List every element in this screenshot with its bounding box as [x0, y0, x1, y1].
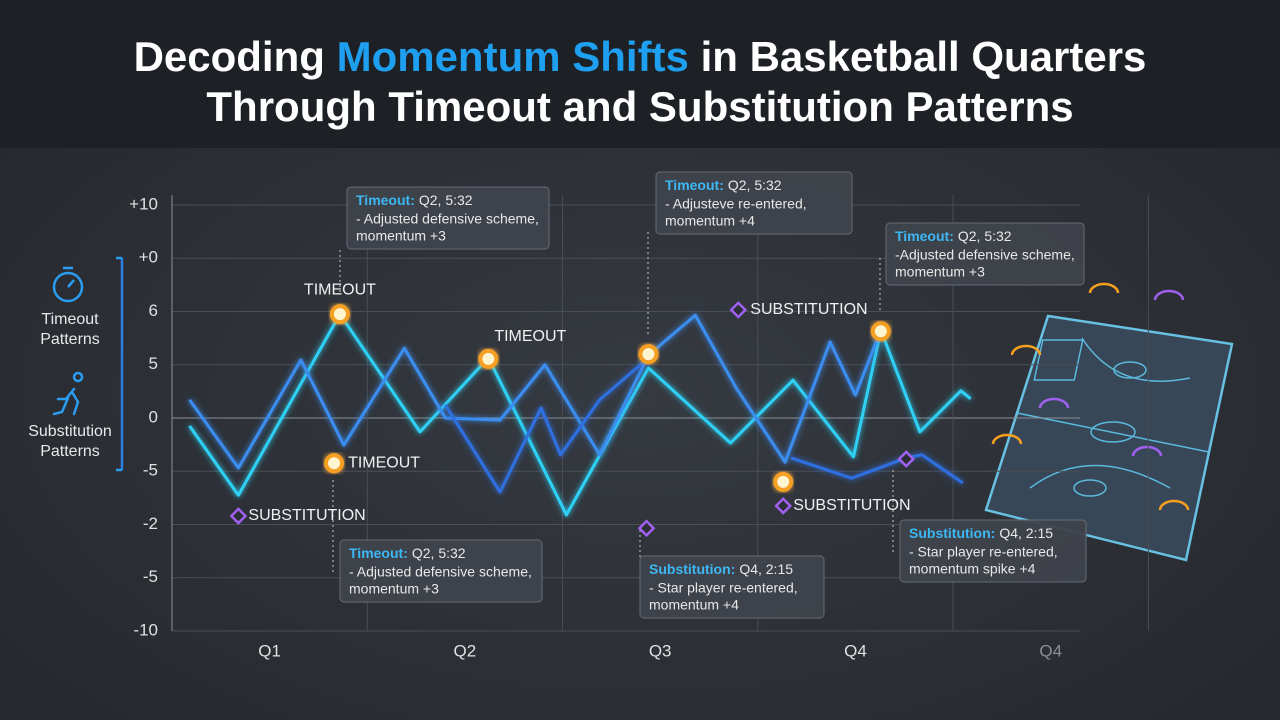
x-tick-label: Q2: [454, 641, 477, 660]
callout-time: Q4, 2:15: [739, 561, 793, 577]
callout-text: - Star player re-entered,: [649, 580, 798, 596]
callout-text: -Adjusted defensive scheme,: [895, 247, 1075, 263]
callout-text: - Adjustеve re-entered,: [665, 196, 807, 212]
event-label: SUBSTITUTION: [248, 507, 365, 524]
callout-text: - Adjusted defensive scheme,: [349, 564, 532, 580]
callout-text: momentum +3: [356, 228, 446, 244]
y-axis-label: 0: [149, 407, 158, 426]
substitution-marker: [774, 497, 793, 515]
substitution-marker: [637, 519, 656, 538]
y-axis-label: 5: [149, 354, 158, 373]
callout-head: Timeout:: [349, 545, 408, 561]
y-axis-label: -10: [133, 620, 158, 639]
timeout-marker: [324, 453, 345, 474]
callout-head-line: Substitution: Q4, 2:15: [649, 561, 793, 577]
callout-text: momentum +4: [665, 213, 755, 229]
title-part: in Basketball Quarters: [689, 33, 1147, 80]
sidebar-label: Patterns: [40, 331, 100, 348]
callout-text: momentum spike +4: [909, 561, 1036, 577]
y-axis-label: 6: [149, 301, 158, 320]
event-label: TIMEOUT: [494, 328, 566, 345]
substitution-marker: [229, 507, 248, 525]
callout-head-line: Timeout: Q2, 5:32: [895, 228, 1012, 244]
callout-text: momentum +4: [649, 597, 739, 613]
y-axis-label: -2: [143, 514, 158, 533]
callout-time: Q2, 5:32: [412, 545, 466, 561]
event-label: TIMEOUT: [304, 281, 376, 298]
callout-box: [655, 171, 853, 235]
callout-text: momentum +3: [895, 264, 985, 280]
x-tick-label: Q4: [1039, 641, 1062, 660]
substitution-marker: [897, 450, 916, 468]
timeout-marker: [478, 348, 499, 369]
momentum-line: [188, 312, 972, 517]
callout-head-line: Timeout: Q2, 5:32: [356, 192, 473, 208]
sidebar-label: Patterns: [40, 443, 100, 460]
decor-arcs: [991, 282, 1190, 511]
event-label: TIMEOUT: [348, 454, 420, 471]
title-line-1: Decoding Momentum Shifts in Basketball Q…: [134, 33, 1147, 80]
callout-box: [885, 222, 1085, 286]
title-line-2: Through Timeout and Substitution Pattern…: [206, 83, 1073, 130]
timeout-marker: [870, 321, 891, 342]
title-band: [0, 0, 1280, 148]
sidebar-label: Substitution: [28, 423, 112, 440]
callout-head: Substitution:: [909, 525, 995, 541]
x-tick-label: Q3: [649, 641, 672, 660]
callout-box: [899, 519, 1087, 583]
y-axis-label: -5: [143, 567, 158, 586]
substitution-marker: [729, 301, 748, 319]
callout-head: Timeout:: [895, 228, 954, 244]
title-part: Decoding: [134, 33, 337, 80]
callout-head-line: Timeout: Q2, 5:32: [665, 177, 782, 193]
callout-text: - Adjusted defensive scheme,: [356, 211, 539, 227]
timeout-marker: [773, 471, 794, 492]
callout-time: Q2, 5:32: [728, 177, 782, 193]
callout-text: - Star player re-entered,: [909, 544, 1058, 560]
callout-head: Timeout:: [356, 192, 415, 208]
x-tick-label: Q4: [844, 641, 867, 660]
callout-text: momentum +3: [349, 581, 439, 597]
timeout-marker: [638, 344, 659, 365]
timeout-marker: [329, 304, 350, 325]
callout-head: Timeout:: [665, 177, 724, 193]
event-label: SUBSTITUTION: [793, 497, 910, 514]
y-axis-label: -5: [143, 461, 158, 480]
callout-box: [346, 186, 550, 250]
callout-head-line: Substitution: Q4, 2:15: [909, 525, 1053, 541]
callout-head-line: Timeout: Q2, 5:32: [349, 545, 466, 561]
momentum-line: [188, 313, 881, 470]
title-highlight: Momentum Shifts: [337, 33, 689, 80]
callout-time: Q2, 5:32: [958, 228, 1012, 244]
event-label: SUBSTITUTION: [750, 301, 867, 318]
callout-head: Substitution:: [649, 561, 735, 577]
sidebar: [52, 256, 124, 472]
x-tick-label: Q1: [258, 641, 281, 660]
callout-time: Q4, 2:15: [999, 525, 1053, 541]
callout-box: [639, 555, 825, 619]
sidebar-label: Timeout: [41, 311, 99, 328]
y-axis-label: +10: [129, 194, 158, 213]
callout-time: Q2, 5:32: [419, 192, 473, 208]
court: [984, 314, 1234, 562]
callout-box: [339, 539, 543, 603]
y-axis-label: +0: [139, 248, 158, 267]
